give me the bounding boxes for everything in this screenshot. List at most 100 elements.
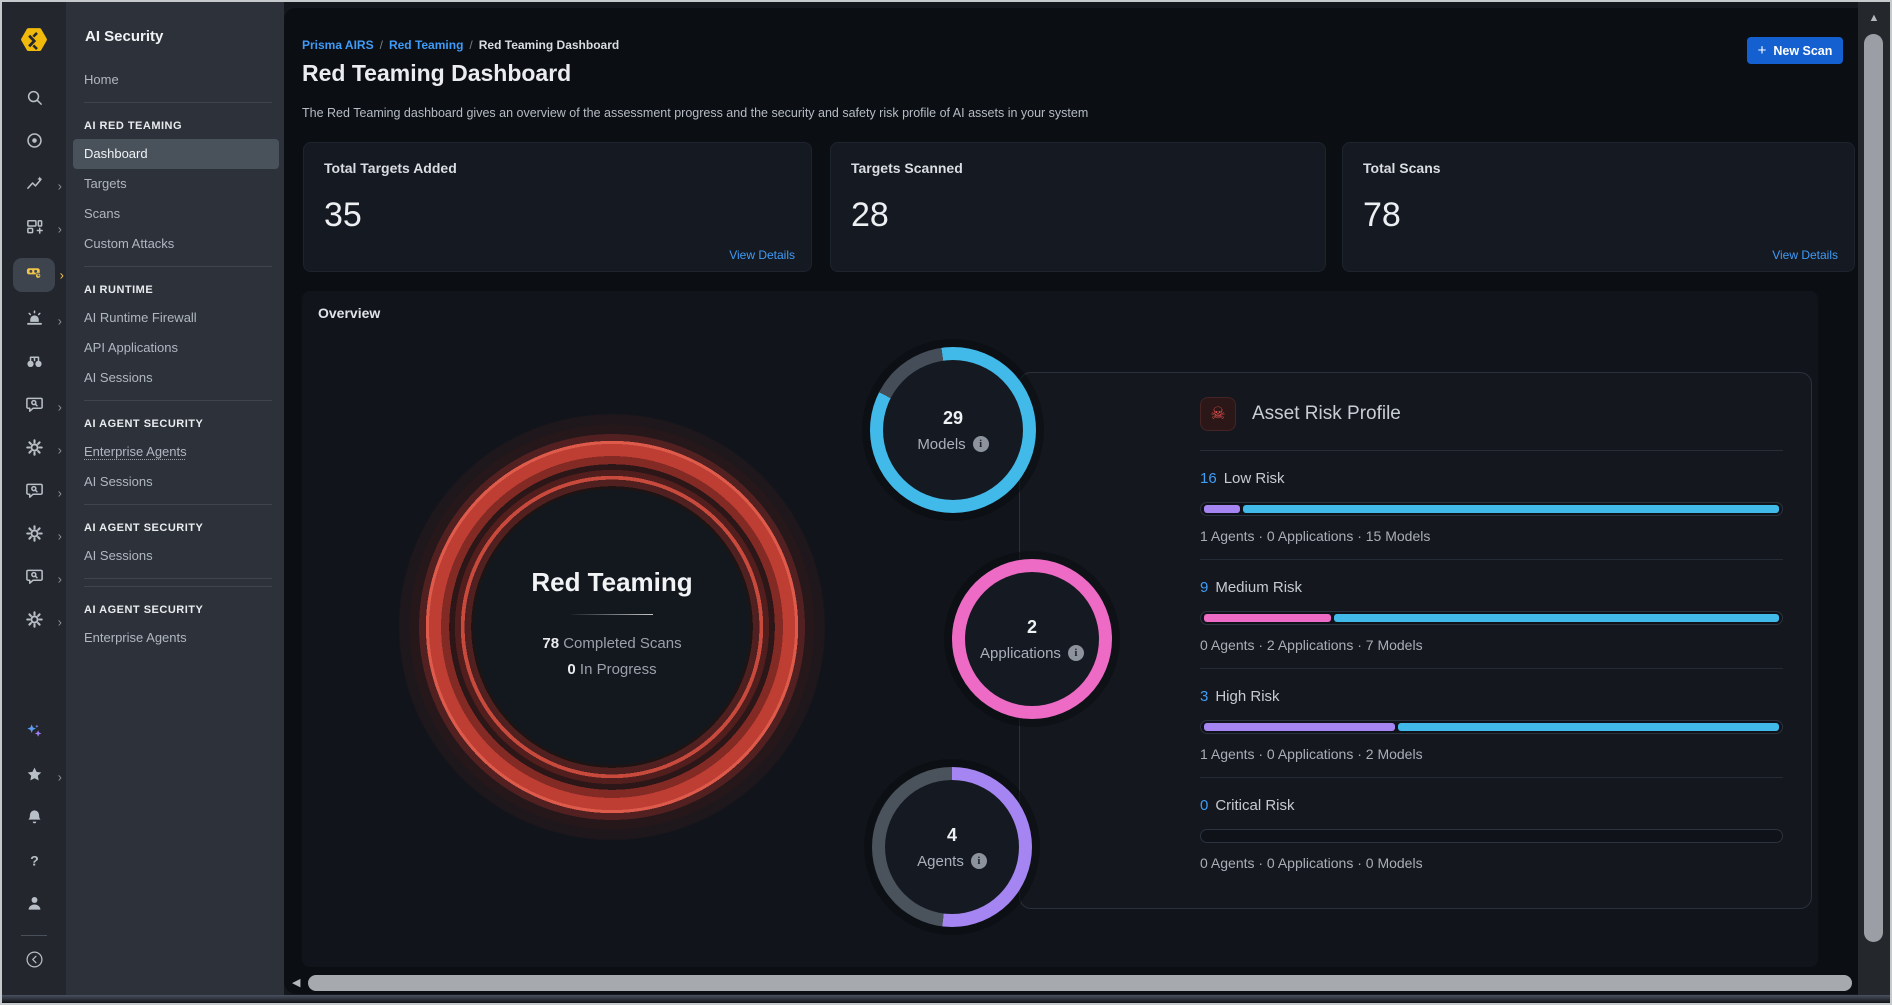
rail-gear-button[interactable]: › xyxy=(13,436,62,464)
rail-collapse-button[interactable] xyxy=(13,948,55,976)
redteam-icon xyxy=(25,263,44,287)
rail-layout-button[interactable]: › xyxy=(13,215,62,243)
sidebar-section-ai-agent-security: AI AGENT SECURITY xyxy=(84,522,204,534)
rail-target-button[interactable] xyxy=(13,129,55,157)
sidebar-divider xyxy=(84,400,272,401)
binoculars-icon xyxy=(25,352,44,376)
chat-search-icon xyxy=(25,567,44,591)
risk-detail: 0 Agents · 2 Applications · 7 Models xyxy=(1200,637,1423,653)
risk-label: Critical Risk xyxy=(1215,797,1295,814)
sparkles-icon xyxy=(25,722,44,746)
chat-search-icon xyxy=(25,395,44,419)
risk-bar-segment-models xyxy=(1242,505,1779,513)
rail-redteam-button[interactable]: › xyxy=(13,258,64,292)
chevron-right-icon: › xyxy=(57,178,62,194)
donut-center: 2 Applications i xyxy=(965,572,1099,706)
product-title: AI Security xyxy=(85,28,164,45)
chat-search-icon xyxy=(25,481,44,505)
sidebar-item-home[interactable]: Home xyxy=(84,72,119,87)
rail-gear-button[interactable]: › xyxy=(13,608,62,636)
vertical-scrollbar[interactable]: ▲ xyxy=(1858,2,1890,996)
risk-count: 0 xyxy=(1200,797,1209,814)
sidebar-item-ai-sessions[interactable]: AI Sessions xyxy=(84,474,153,489)
new-scan-button[interactable]: + New Scan xyxy=(1747,37,1843,64)
palo-alto-networks-logo[interactable] xyxy=(19,26,49,56)
siren-icon xyxy=(25,309,44,333)
new-scan-label: New Scan xyxy=(1773,43,1833,58)
sidebar-item-ai-sessions[interactable]: AI Sessions xyxy=(84,548,153,563)
risk-detail: 1 Agents · 0 Applications · 2 Models xyxy=(1200,746,1423,762)
gear-icon xyxy=(25,438,44,462)
skull-icon: ☠ xyxy=(1200,397,1236,431)
donut-center: 29 Models i xyxy=(883,360,1023,500)
donut-agents[interactable]: 4 Agents i xyxy=(872,767,1032,927)
info-icon[interactable]: i xyxy=(1067,645,1084,661)
donut-value: 4 xyxy=(946,824,957,845)
asset-risk-profile-panel: ☠ Asset Risk Profile 16 Low Risk 1 Agents … xyxy=(1019,372,1812,909)
breadcrumb: Prisma AIRS / Red Teaming / Red Teaming Dash… xyxy=(302,38,619,52)
risk-bar xyxy=(1200,611,1783,625)
vertical-scrollbar-thumb[interactable] xyxy=(1864,34,1883,942)
donut-applications[interactable]: 2 Applications i xyxy=(952,559,1112,719)
rail-trend-button[interactable]: › xyxy=(13,172,62,200)
donut-models[interactable]: 29 Models i xyxy=(870,347,1036,513)
horizontal-scrollbar[interactable]: ◀ xyxy=(286,972,1858,996)
rail-star-button[interactable]: › xyxy=(13,763,62,791)
sidebar-item-enterprise-agents[interactable]: Enterprise Agents xyxy=(84,630,187,645)
info-icon[interactable]: i xyxy=(972,436,989,452)
sidebar-item-ai-sessions[interactable]: AI Sessions xyxy=(84,370,153,385)
rail-gear-button[interactable]: › xyxy=(13,522,62,550)
sidebar-item-ai-runtime-firewall[interactable]: AI Runtime Firewall xyxy=(84,310,197,325)
breadcrumb-prisma-airs[interactable]: Prisma AIRS xyxy=(302,38,374,52)
rail-binoculars-button[interactable] xyxy=(13,350,55,378)
stat-label: Targets Scanned xyxy=(851,160,963,176)
chevron-right-icon: › xyxy=(57,485,62,501)
rail-person-button[interactable] xyxy=(13,892,55,920)
breadcrumb-red-teaming[interactable]: Red Teaming xyxy=(388,38,464,52)
risk-count: 3 xyxy=(1200,688,1209,705)
scroll-left-arrow-icon[interactable]: ◀ xyxy=(292,977,301,989)
sidebar-item-dashboard[interactable]: Dashboard xyxy=(73,139,279,169)
scroll-up-arrow-icon[interactable]: ▲ xyxy=(1868,12,1880,24)
donut-center: 4 Agents i xyxy=(885,780,1019,914)
sidebar-item-custom-attacks[interactable]: Custom Attacks xyxy=(84,236,175,251)
horizontal-scrollbar-thumb[interactable] xyxy=(308,975,1852,991)
stat-value: 35 xyxy=(324,196,362,234)
risk-bar-segment-agents xyxy=(1204,505,1240,513)
view-details-link[interactable]: View Details xyxy=(1772,248,1838,262)
person-icon xyxy=(25,894,44,918)
risk-count: 16 xyxy=(1200,470,1217,487)
risk-row-critical-risk: 0 Critical Risk 0 Agents · 0 Applications … xyxy=(1200,778,1783,886)
sidebar-item-enterprise-agents[interactable]: Enterprise Agents xyxy=(84,444,187,459)
svg-text:?: ? xyxy=(30,853,39,869)
risk-label: High Risk xyxy=(1215,688,1280,705)
sidebar-section-ai-agent-security: AI AGENT SECURITY xyxy=(84,418,204,430)
donut-label: Models i xyxy=(917,436,989,453)
rail-search-button[interactable] xyxy=(13,86,55,114)
rail-sparkles-button[interactable] xyxy=(13,720,55,748)
rail-siren-button[interactable]: › xyxy=(13,307,62,335)
rail-chat-search-button[interactable]: › xyxy=(13,479,62,507)
risk-row-low-risk: 16 Low Risk 1 Agents · 0 Applications · 15… xyxy=(1200,451,1783,560)
rail-bell-button[interactable] xyxy=(13,806,55,834)
risk-bar-segment-models xyxy=(1397,723,1779,731)
info-icon[interactable]: i xyxy=(970,853,987,869)
target-icon xyxy=(25,131,44,155)
risk-row-medium-risk: 9 Medium Risk 0 Agents · 2 Applications · … xyxy=(1200,560,1783,669)
sidebar-item-api-applications[interactable]: API Applications xyxy=(84,340,178,355)
rail-chat-search-button[interactable]: › xyxy=(13,393,62,421)
risk-row-header: 3 High Risk xyxy=(1200,688,1783,706)
sidebar-item-scans[interactable]: Scans xyxy=(84,206,121,221)
red-teaming-gauge: Red Teaming 78 Completed Scans 0 In Prog… xyxy=(392,407,832,847)
risk-row-high-risk: 3 High Risk 1 Agents · 0 Applications · 2 … xyxy=(1200,669,1783,778)
sidebar-item-targets[interactable]: Targets xyxy=(84,176,127,191)
gear-icon xyxy=(25,524,44,548)
main-content: Prisma AIRS / Red Teaming / Red Teaming Dash… xyxy=(284,8,1860,994)
rail-chat-search-button[interactable]: › xyxy=(13,565,62,593)
view-details-link[interactable]: View Details xyxy=(729,248,795,262)
rail-divider xyxy=(21,935,47,936)
plus-icon: + xyxy=(1757,42,1767,59)
stat-label: Total Targets Added xyxy=(324,160,457,176)
risk-detail: 0 Agents · 0 Applications · 0 Models xyxy=(1200,855,1423,871)
rail-question-button[interactable]: ? xyxy=(13,849,55,877)
